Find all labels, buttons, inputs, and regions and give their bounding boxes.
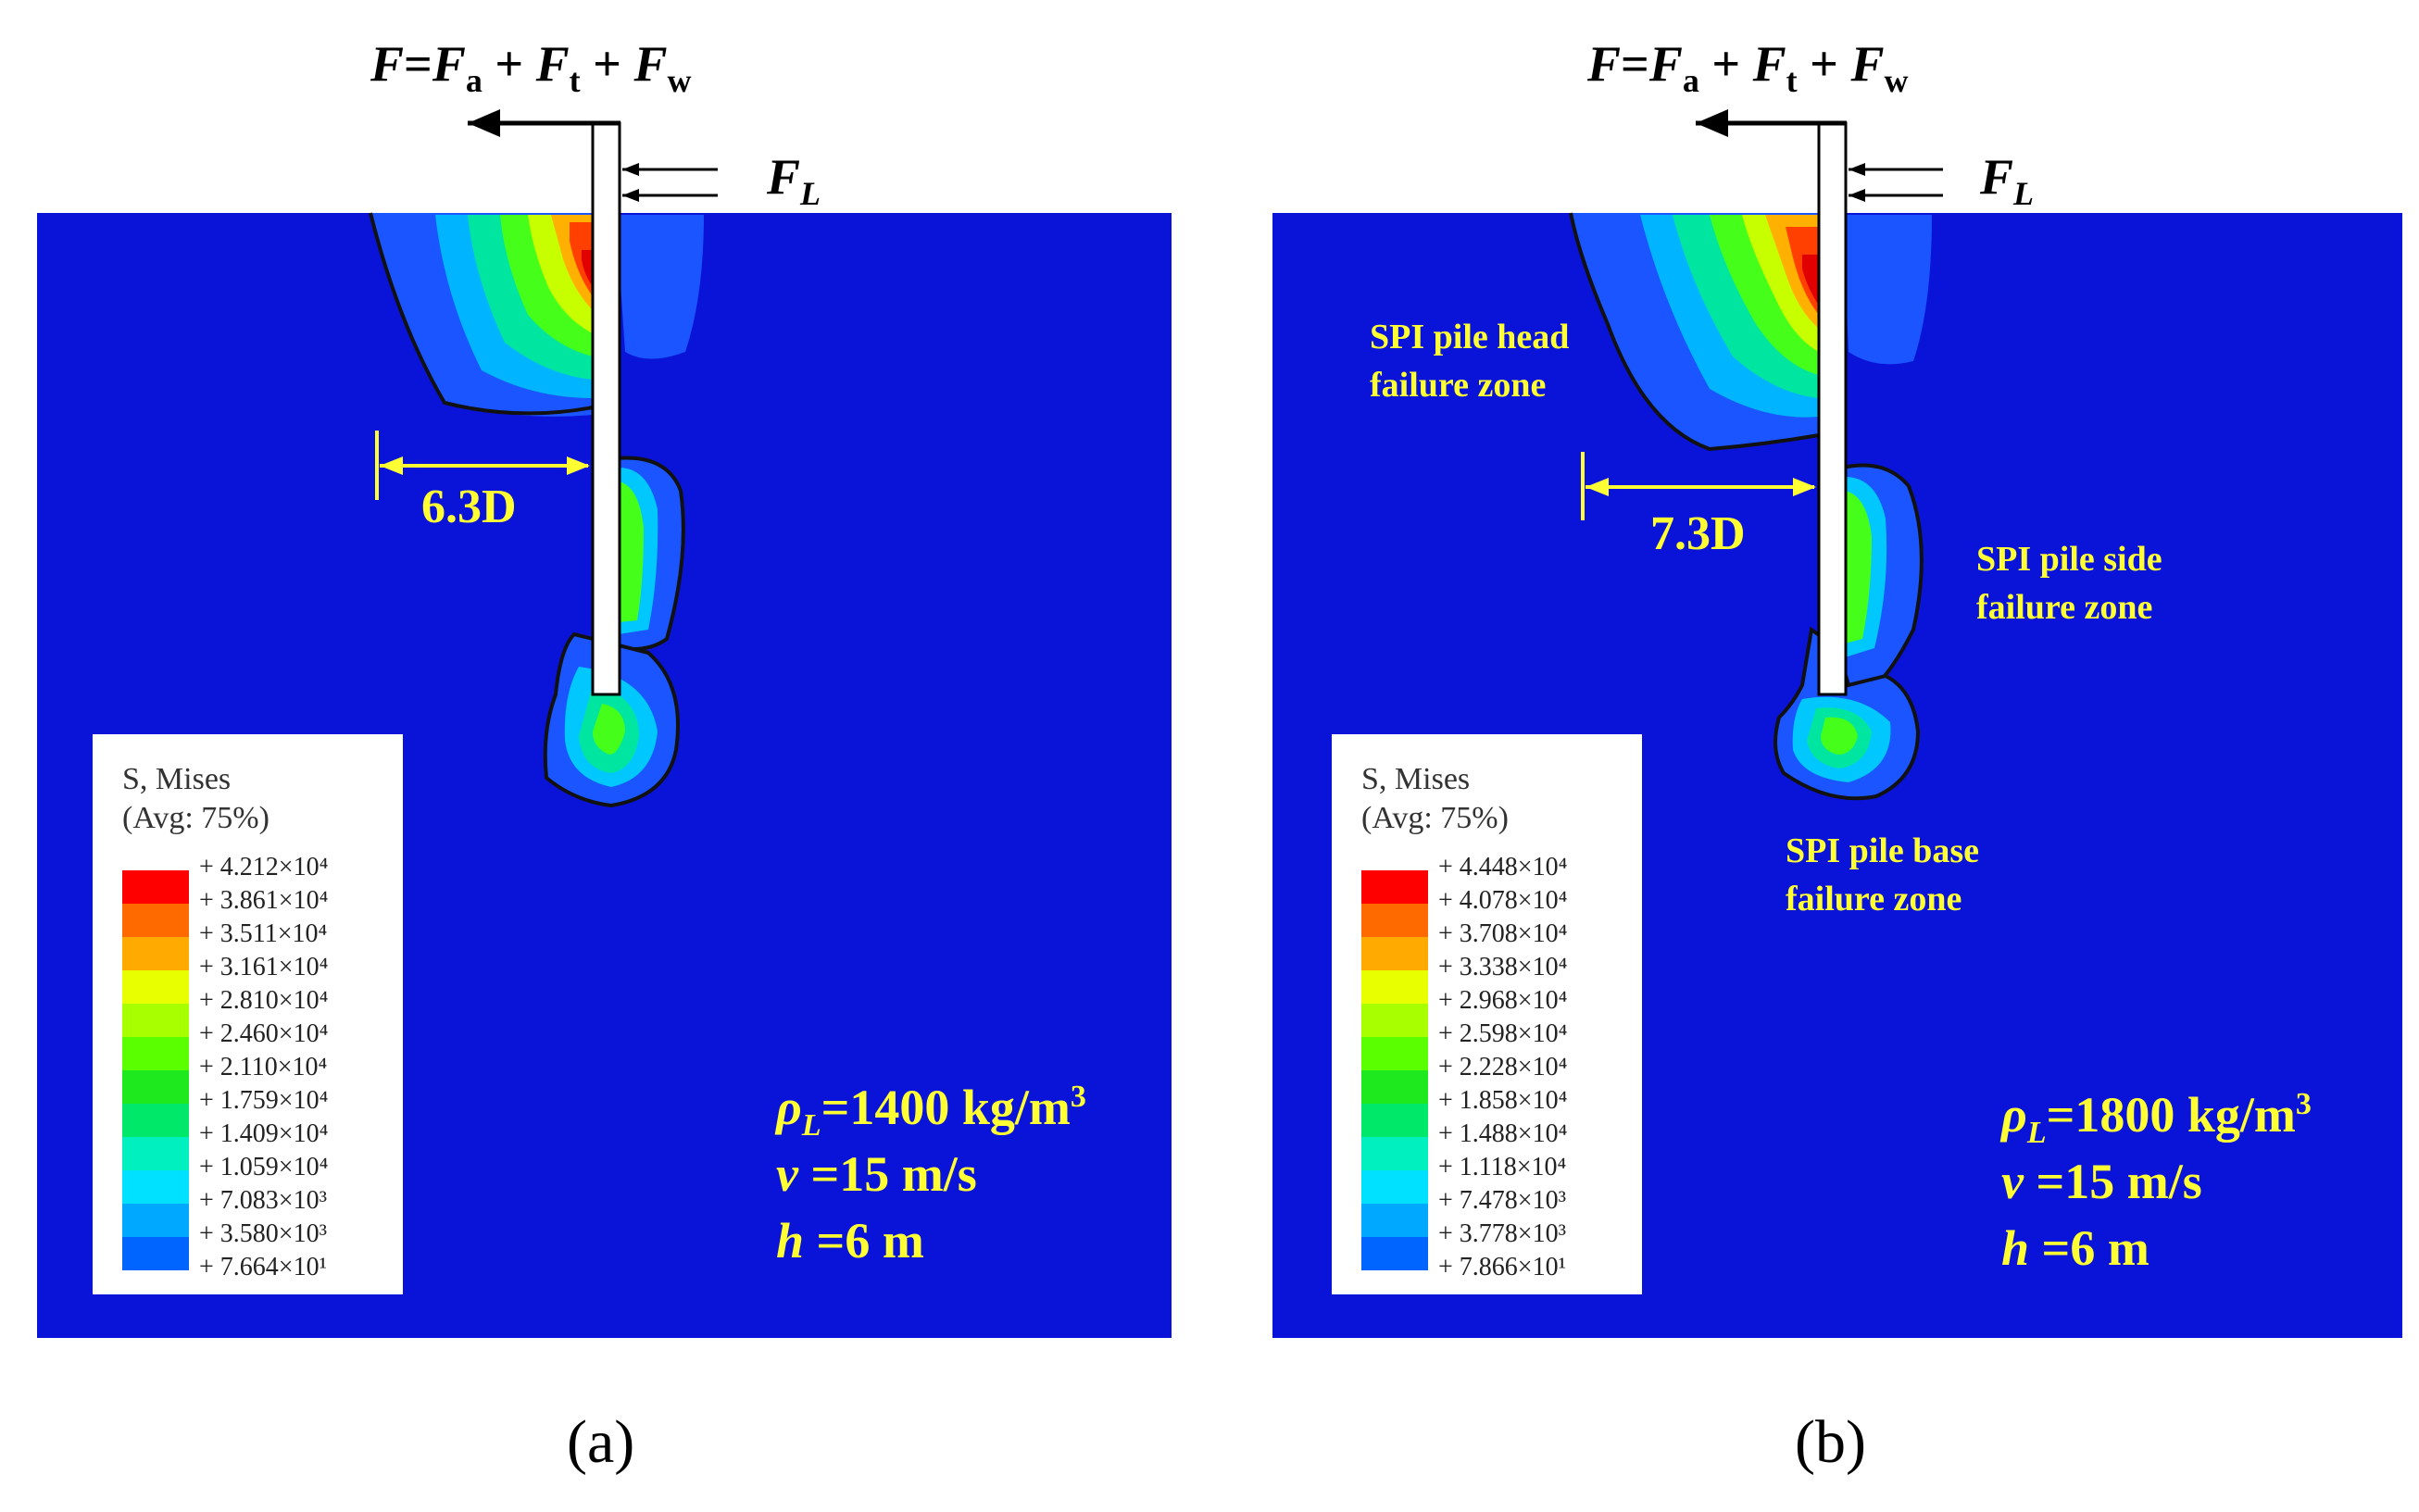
height-param: h =6 m [2001,1220,2150,1276]
base-failure-zone [543,631,680,808]
legend-value: + 1.118×10⁴ [1438,1153,1567,1181]
legend-value: + 2.598×10⁴ [1438,1019,1568,1048]
legend-value: + 2.968×10⁴ [1438,986,1568,1015]
parameters: ρL=1800 kg/m3 v =15 m/s h =6 m [2001,1081,2312,1281]
legend-value: + 3.861×10⁴ [199,886,329,915]
legend-subtitle: (Avg: 75%) [1361,801,1509,835]
legend-value: + 7.083×10³ [199,1186,327,1215]
legend-title: S, Mises [1361,762,1471,796]
resultant-force-label: F=Fa + Ft + Fw [1587,36,1909,99]
force-arrow-icon [1696,109,1728,137]
legend-value: + 3.708×10⁴ [1438,919,1568,948]
legend-value: + 1.409×10⁴ [199,1119,329,1148]
panel-b: F=Fa + Ft + Fw FL 7.3D SPI pile head fail… [1210,0,2419,1512]
legend-value: + 4.212×10⁴ [199,853,329,881]
lateral-force-label: FL [1980,149,2035,212]
head-failure-zone [1569,212,1932,452]
legend-value: + 2.460×10⁴ [199,1019,329,1048]
legend-value: + 3.338×10⁴ [1438,953,1568,981]
pile [1817,121,1848,696]
legend-value: + 2.228×10⁴ [1438,1053,1568,1081]
base-failure-zone [1774,626,1921,801]
legend-value: + 1.059×10⁴ [199,1153,329,1181]
force-arrow-icon [468,109,500,137]
legend-subtitle: (Avg: 75%) [122,801,269,835]
side-failure-zone [614,456,685,652]
dimension-arrow-left-icon [1586,478,1609,496]
dimension-arrow-right-icon [567,456,590,475]
panel-a: F=Fa + Ft + Fw FL 6.3D S, Mises (Avg: 75… [37,36,1172,1476]
velocity-param: v =15 m/s [2001,1154,2202,1209]
legend-value: + 7.664×10¹ [199,1253,327,1281]
legend-value: + 1.488×10⁴ [1438,1119,1568,1148]
legend-value: + 7.478×10³ [1438,1186,1566,1215]
distance-label: 7.3D [1650,507,1746,560]
pile [591,121,621,696]
head-failure-zone [369,212,704,417]
density-param: ρL=1400 kg/m3 [776,1080,1086,1143]
base-zone-label: SPI pile base failure zone [1786,831,1980,918]
legend-title: S, Mises [122,762,232,796]
lateral-force-label: FL [767,149,821,212]
legend-value: + 4.448×10⁴ [1438,853,1568,881]
legend-value: + 1.759×10⁴ [199,1086,329,1115]
resultant-force-label: F=Fa + Ft + Fw [370,36,692,99]
legend-value: + 3.161×10⁴ [199,953,329,981]
legend-value: + 2.110×10⁴ [199,1053,328,1081]
panel-caption: (a) [567,1408,635,1476]
legend-value: + 3.580×10³ [199,1219,327,1248]
velocity-param: v =15 m/s [776,1146,977,1202]
legend-value: + 1.858×10⁴ [1438,1086,1568,1115]
dimension-arrow-left-icon [380,456,403,475]
panel-caption: (b) [1795,1408,1866,1476]
head-zone-label: SPI pile head failure zone [1370,318,1570,405]
legend-value: + 3.778×10³ [1438,1219,1566,1248]
density-param: ρL=1800 kg/m3 [2001,1087,2312,1150]
legend-value: + 3.511×10⁴ [199,919,328,948]
legend: S, Mises (Avg: 75%) + 4.448×10⁴ + 4.078×… [1332,734,1642,1294]
dimension-arrow-right-icon [1793,478,1816,496]
side-zone-label: SPI pile side failure zone [1976,540,2162,627]
legend-value: + 2.810×10⁴ [199,986,329,1015]
legend: S, Mises (Avg: 75%) + 4.212×10⁴ + 3.861×… [93,734,403,1294]
legend-value: + 4.078×10⁴ [1438,886,1568,915]
distance-label: 6.3D [421,481,517,533]
height-param: h =6 m [776,1213,924,1268]
parameters: ρL=1400 kg/m3 v =15 m/s h =6 m [776,1074,1086,1274]
legend-value: + 7.866×10¹ [1438,1253,1566,1281]
